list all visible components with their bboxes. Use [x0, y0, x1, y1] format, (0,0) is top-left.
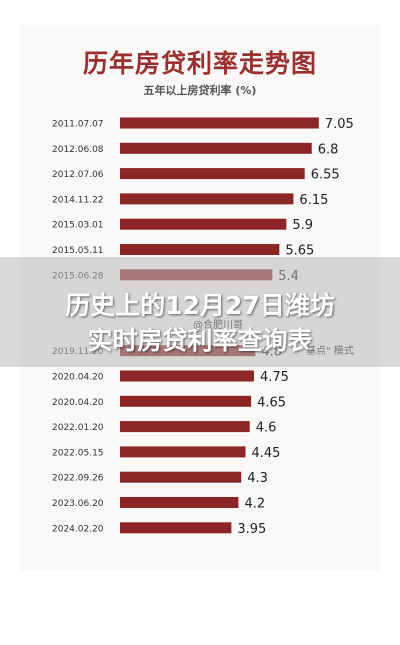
value-label: 5.65 [285, 244, 314, 259]
category-label: 2011.07.07 [52, 120, 104, 130]
title-overlay-band [0, 257, 400, 367]
category-label: 2020.04.20 [52, 398, 104, 408]
value-label: 6.8 [318, 142, 339, 157]
bar [120, 117, 319, 129]
bar [120, 168, 305, 180]
value-label: 4.45 [251, 446, 280, 461]
category-label: 2015.05.11 [52, 246, 104, 256]
weibo-watermark: @合肥川哥 [193, 320, 243, 331]
value-label: 4.65 [257, 395, 286, 410]
category-label: 2024.02.20 [52, 524, 104, 534]
bar [120, 446, 246, 458]
category-label: 2014.11.22 [52, 195, 104, 205]
category-label: 2022.05.15 [52, 448, 104, 458]
value-label: 5.9 [292, 218, 313, 233]
category-label: 2023.06.20 [52, 499, 104, 509]
category-label: 2020.04.20 [52, 373, 104, 383]
chart-subtitle: 五年以上房贷利率 (%) [143, 84, 257, 97]
category-label: 2022.01.20 [52, 423, 104, 433]
bar [120, 497, 239, 508]
value-label: 4.6 [256, 421, 277, 436]
bar [120, 522, 232, 534]
bar [120, 471, 242, 483]
value-label: 4.75 [260, 370, 289, 385]
chart-title: 历年房贷利率走势图 [82, 49, 317, 78]
value-label: 4.3 [247, 471, 268, 486]
bar [120, 370, 254, 382]
value-label: 7.05 [325, 117, 354, 132]
bar [120, 395, 252, 407]
bar [120, 421, 250, 433]
bar [120, 218, 287, 230]
value-label: 6.15 [299, 193, 328, 208]
overlay-title-line-1: 历史上的12月27日潍坊 [65, 291, 335, 320]
bar [120, 244, 280, 255]
value-label: 4.2 [244, 497, 265, 512]
overlay-title-line-2: 实时房贷利率查询表 [87, 326, 313, 355]
category-label: 2012.07.06 [52, 170, 104, 180]
category-label: 2015.03.01 [52, 221, 104, 231]
value-label: 6.55 [311, 168, 340, 183]
bar [120, 142, 312, 154]
mode-watermark: 基点" 模式 [306, 346, 354, 357]
bar [120, 193, 294, 205]
category-label: 2022.09.26 [52, 474, 104, 484]
value-label: 3.95 [237, 522, 266, 537]
category-label: 2012.06.08 [52, 145, 104, 155]
